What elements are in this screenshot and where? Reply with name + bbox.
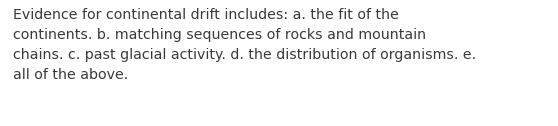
Text: Evidence for continental drift includes: a. the fit of the
continents. b. matchi: Evidence for continental drift includes:… bbox=[13, 8, 476, 82]
